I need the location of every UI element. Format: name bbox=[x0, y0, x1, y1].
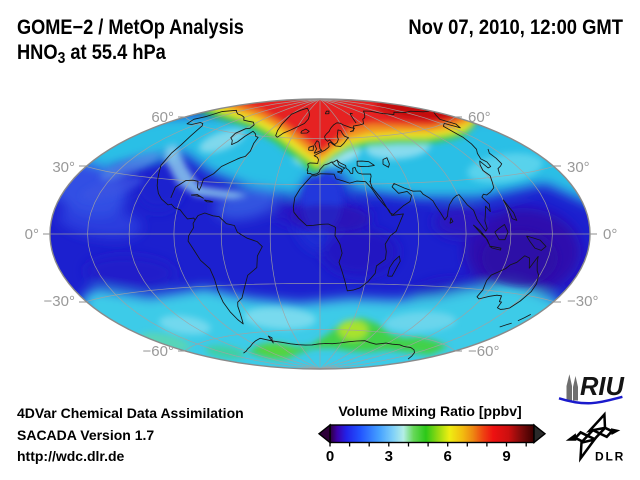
svg-text:6: 6 bbox=[444, 448, 452, 465]
svg-text:RIU: RIU bbox=[580, 373, 625, 401]
svg-text:Volume Mixing Ratio [ppbv]: Volume Mixing Ratio [ppbv] bbox=[338, 403, 521, 419]
svg-text:60°: 60° bbox=[151, 109, 174, 126]
svg-text:GOME−2 / MetOp Analysis: GOME−2 / MetOp Analysis bbox=[17, 16, 244, 40]
svg-text:−30°: −30° bbox=[44, 293, 75, 310]
svg-text:30°: 30° bbox=[52, 159, 75, 176]
svg-text:60°: 60° bbox=[468, 109, 491, 126]
svg-text:−30°: −30° bbox=[567, 293, 598, 310]
svg-text:http://wdc.dlr.de: http://wdc.dlr.de bbox=[17, 448, 125, 464]
svg-text:−60°: −60° bbox=[468, 343, 499, 360]
svg-text:3: 3 bbox=[385, 448, 393, 465]
svg-text:0: 0 bbox=[326, 448, 334, 465]
svg-text:30°: 30° bbox=[567, 159, 590, 176]
svg-text:DLR: DLR bbox=[595, 450, 625, 464]
svg-text:0°: 0° bbox=[603, 226, 617, 243]
svg-text:−60°: −60° bbox=[143, 343, 174, 360]
svg-text:4DVar Chemical Data Assimilati: 4DVar Chemical Data Assimilation bbox=[17, 405, 244, 421]
svg-text:SACADA Version 1.7: SACADA Version 1.7 bbox=[17, 427, 154, 443]
svg-text:0°: 0° bbox=[25, 226, 39, 243]
svg-text:HNO3 at 55.4 hPa: HNO3 at 55.4 hPa bbox=[17, 41, 167, 67]
svg-text:Nov 07, 2010, 12:00 GMT: Nov 07, 2010, 12:00 GMT bbox=[408, 16, 623, 39]
svg-text:9: 9 bbox=[502, 448, 510, 465]
